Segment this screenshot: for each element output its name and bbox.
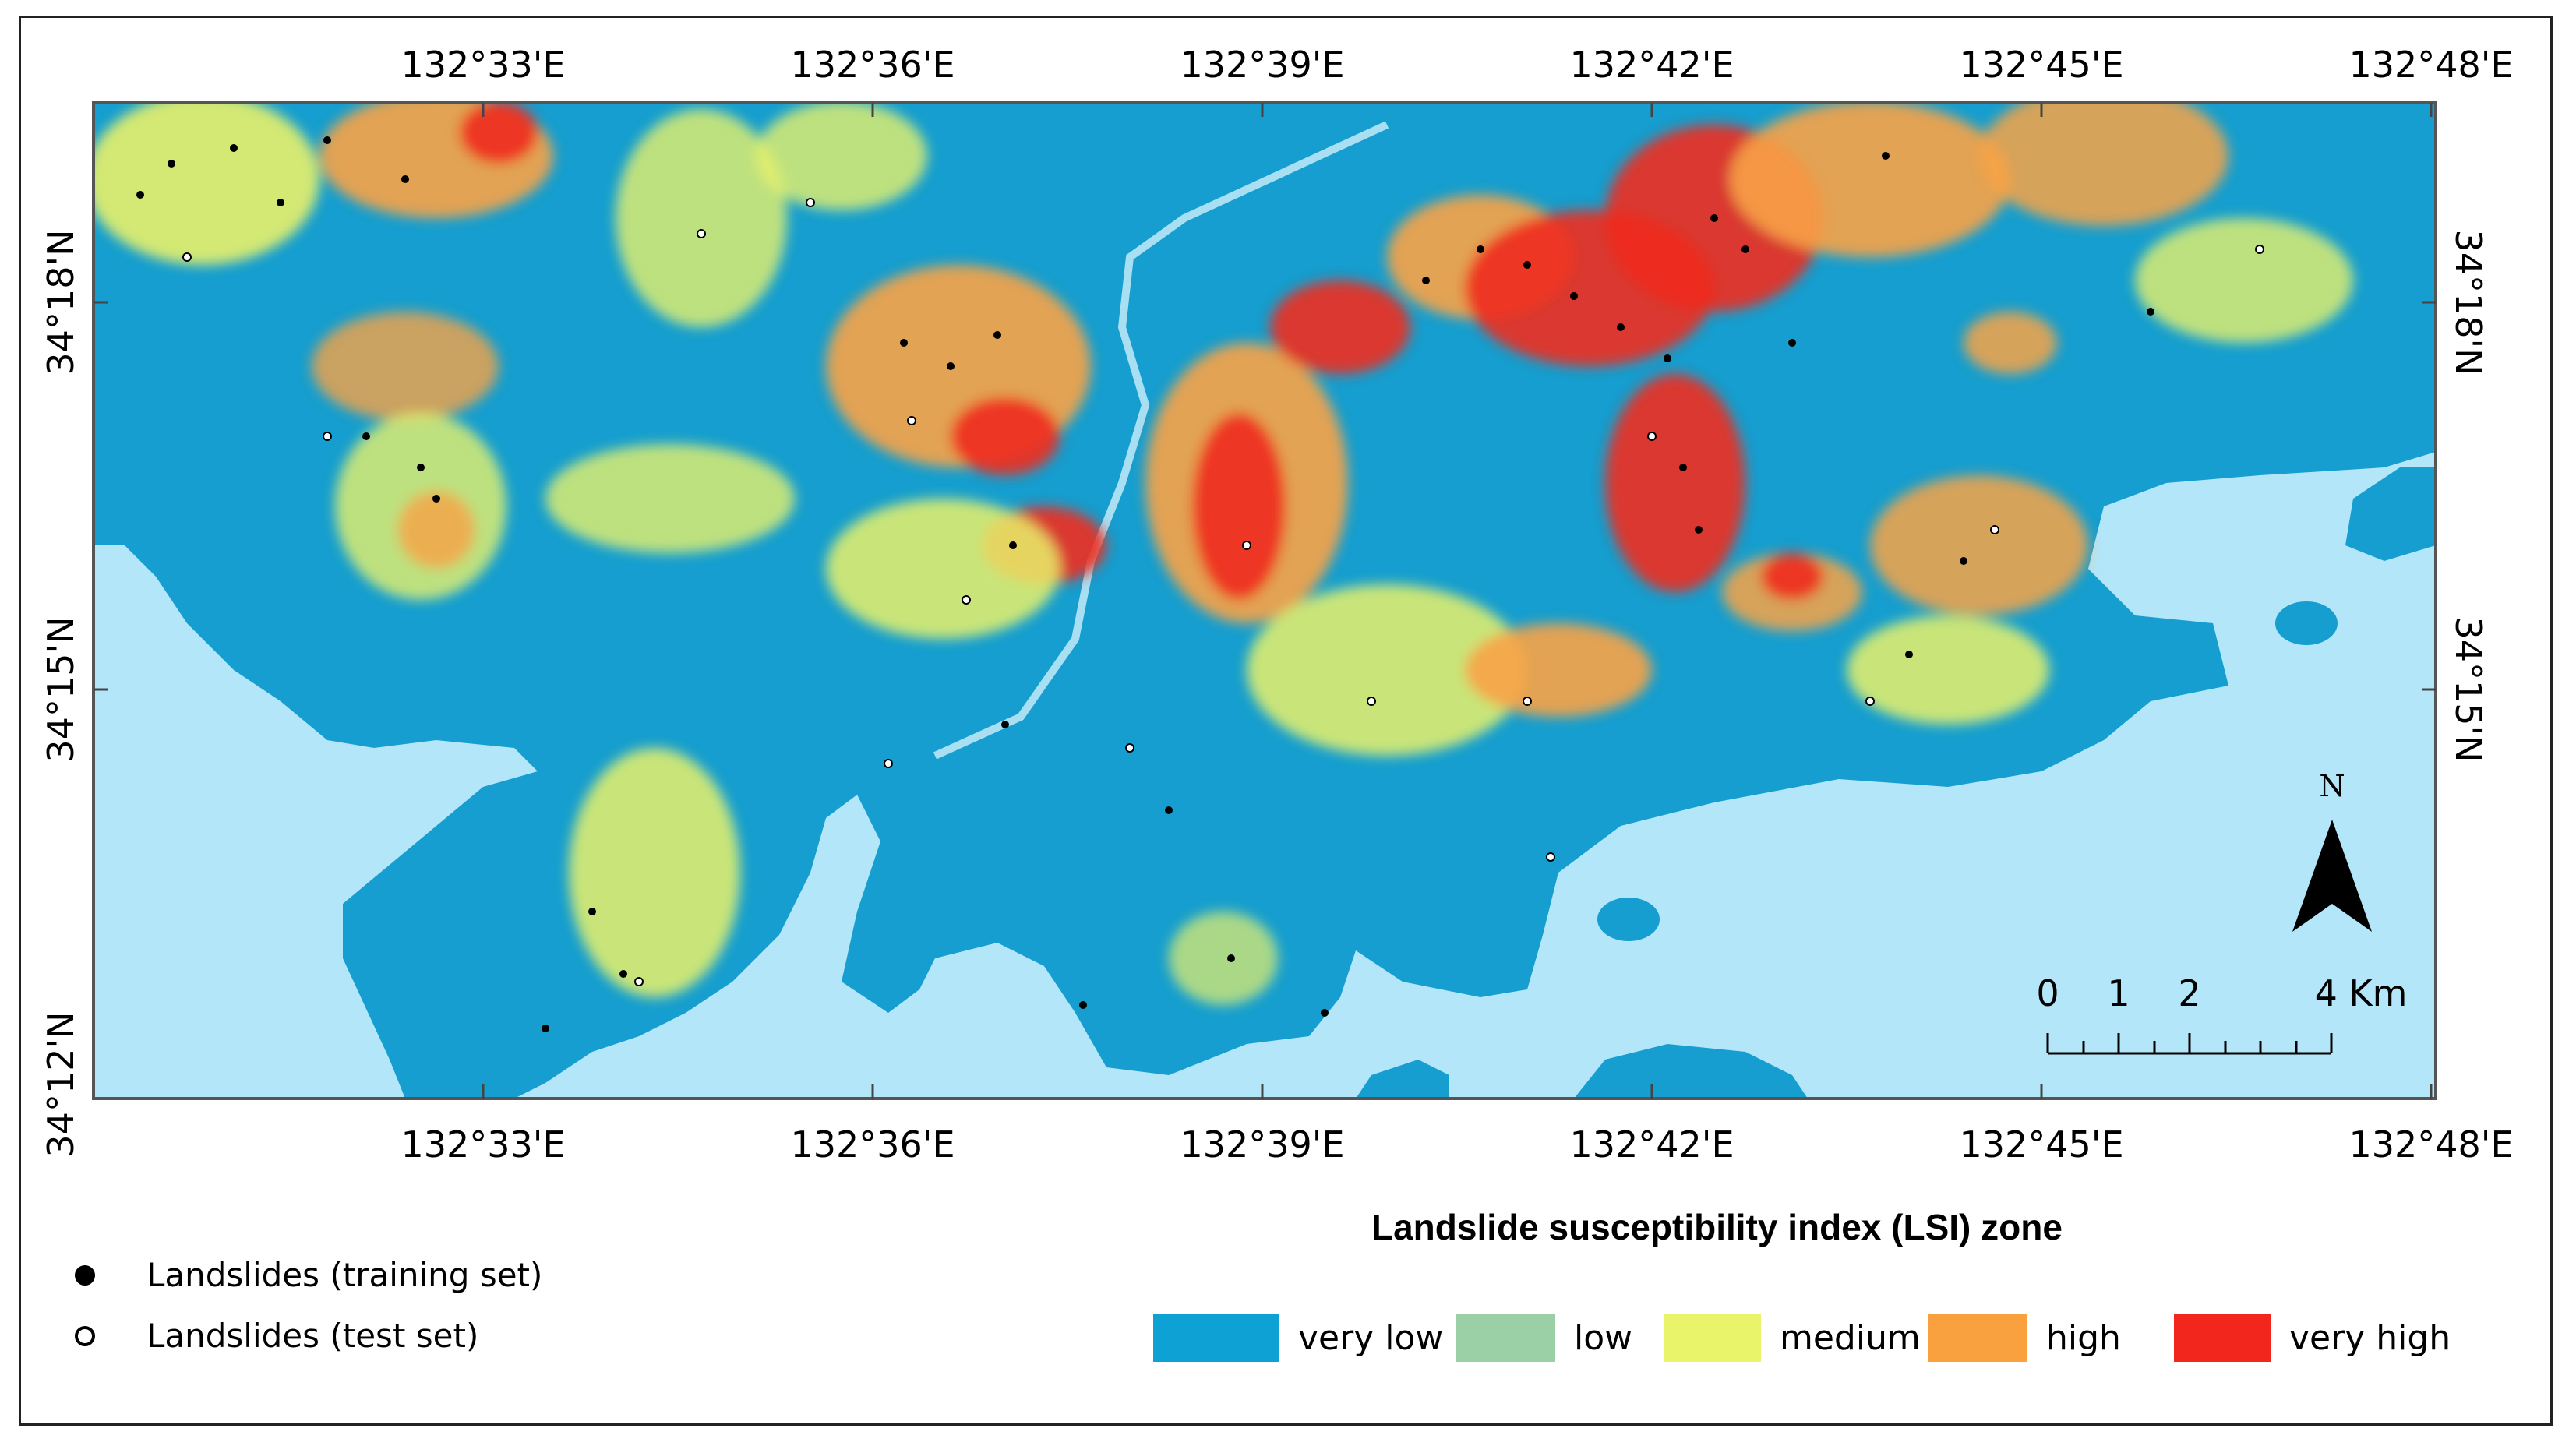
- legend-title: Landslide susceptibility index (LSI) zon…: [1371, 1207, 2063, 1247]
- landslide-points-training: [136, 136, 2154, 1032]
- lon-label: 132°48'E: [2348, 44, 2514, 86]
- lon-label: 132°39'E: [1180, 44, 1345, 86]
- scale-label-1: 1: [2107, 972, 2130, 1014]
- lon-label: 132°33'E: [401, 44, 566, 86]
- lon-label: 132°36'E: [790, 1123, 955, 1166]
- lon-label: 132°33'E: [401, 1123, 566, 1166]
- filled-circle-icon: [75, 1264, 95, 1286]
- lon-label: 132°42'E: [1569, 1123, 1734, 1166]
- lon-label: 132°36'E: [790, 44, 955, 86]
- island-bay: [1597, 898, 1660, 941]
- scale-label-2: 2: [2178, 972, 2201, 1014]
- lon-label: 132°48'E: [2348, 1123, 2514, 1166]
- map-border: [92, 101, 2437, 1100]
- legend-label: very low: [1298, 1317, 1444, 1358]
- lat-label: 34°12'N: [40, 1011, 82, 1158]
- swatch-medium: [1664, 1314, 1761, 1362]
- island-east-small: [2275, 601, 2338, 645]
- scale-label-0: 0: [2036, 972, 2059, 1014]
- landslide-points-test: [182, 198, 2264, 986]
- figure-frame: [19, 16, 2553, 1426]
- graticule-ticks: [94, 103, 2436, 1099]
- swatch-high: [1928, 1314, 2027, 1362]
- island-south-1: [1574, 1044, 1808, 1099]
- north-arrow-icon: [2292, 820, 2372, 932]
- legend-very-high: very high: [2174, 1314, 2451, 1362]
- legend-very-low: very low: [1153, 1314, 1443, 1362]
- scale-label-4km: 4 Km: [2314, 972, 2408, 1014]
- legend-label: medium: [1780, 1317, 1921, 1358]
- swatch-low: [1456, 1314, 1555, 1362]
- legend-label: Landslides (training set): [146, 1256, 543, 1294]
- legend-test-set: Landslides (test set): [75, 1317, 478, 1355]
- lat-label: 34°18'N: [2447, 229, 2490, 376]
- scale-bar: [2046, 1033, 2333, 1055]
- swatch-very-high: [2174, 1314, 2271, 1362]
- legend-label: low: [1574, 1317, 1633, 1358]
- lon-label: 132°45'E: [1959, 44, 2124, 86]
- legend-medium: medium: [1664, 1314, 1921, 1362]
- island-south-2: [1356, 1060, 1449, 1099]
- legend-high: high: [1928, 1314, 2121, 1362]
- open-circle-icon: [75, 1325, 95, 1346]
- lat-label: 34°15'N: [40, 616, 82, 763]
- legend-label: Landslides (test set): [146, 1317, 479, 1355]
- lat-label: 34°18'N: [40, 229, 82, 376]
- legend-label: high: [2046, 1317, 2121, 1358]
- north-arrow-label: N: [2319, 769, 2345, 803]
- lon-label: 132°42'E: [1569, 44, 1734, 86]
- river: [933, 121, 1389, 760]
- island-east: [2345, 467, 2436, 561]
- lon-label: 132°45'E: [1959, 1123, 2124, 1166]
- swatch-very-low: [1153, 1314, 1279, 1362]
- legend-label: very high: [2289, 1317, 2451, 1358]
- lat-label: 34°15'N: [2447, 616, 2490, 763]
- lon-label: 132°39'E: [1180, 1123, 1345, 1166]
- legend-training-set: Landslides (training set): [75, 1256, 542, 1294]
- legend-low: low: [1456, 1314, 1632, 1362]
